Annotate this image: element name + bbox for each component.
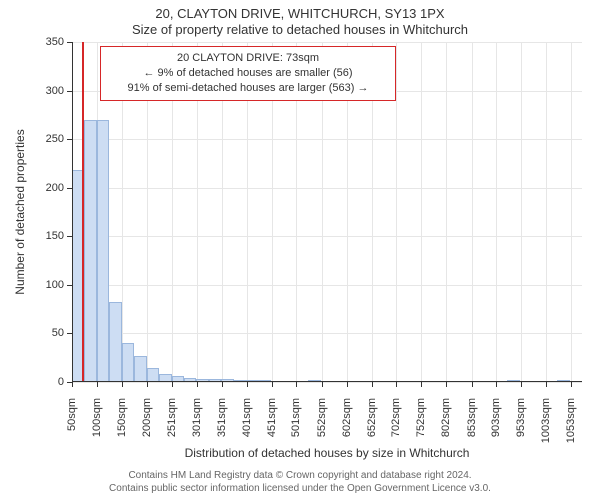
xtick-label: 552sqm xyxy=(316,398,328,458)
xtick-label: 953sqm xyxy=(515,398,527,458)
grid-line xyxy=(396,42,397,382)
ytick-mark xyxy=(67,139,72,140)
grid-line xyxy=(72,188,582,189)
xtick-mark xyxy=(272,382,273,387)
ytick-label: 250 xyxy=(38,133,64,145)
xtick-label: 50sqm xyxy=(66,398,78,458)
xtick-label: 100sqm xyxy=(91,398,103,458)
xtick-label: 752sqm xyxy=(415,398,427,458)
xtick-label: 853sqm xyxy=(466,398,478,458)
xtick-mark xyxy=(472,382,473,387)
ytick-label: 50 xyxy=(38,327,64,339)
property-annotation-box: 20 CLAYTON DRIVE: 73sqm ← 9% of detached… xyxy=(100,46,396,101)
annotation-line: 20 CLAYTON DRIVE: 73sqm xyxy=(109,51,387,66)
xtick-mark xyxy=(247,382,248,387)
xtick-mark xyxy=(521,382,522,387)
xtick-label: 702sqm xyxy=(390,398,402,458)
xtick-mark xyxy=(446,382,447,387)
xtick-mark xyxy=(372,382,373,387)
xtick-label: 301sqm xyxy=(191,398,203,458)
grid-line xyxy=(72,139,582,140)
xtick-mark xyxy=(222,382,223,387)
xtick-mark xyxy=(97,382,98,387)
footer-line: Contains HM Land Registry data © Crown c… xyxy=(0,469,600,482)
histogram-bar xyxy=(84,120,96,382)
xtick-label: 802sqm xyxy=(440,398,452,458)
xtick-mark xyxy=(546,382,547,387)
annotation-line: ← 9% of detached houses are smaller (56) xyxy=(109,66,387,81)
xtick-mark xyxy=(172,382,173,387)
xtick-label: 652sqm xyxy=(366,398,378,458)
histogram-bar xyxy=(147,368,159,382)
grid-line xyxy=(72,285,582,286)
ytick-mark xyxy=(67,285,72,286)
grid-line xyxy=(546,42,547,382)
xtick-label: 451sqm xyxy=(266,398,278,458)
x-axis-spine xyxy=(72,381,582,382)
annotation-line: 91% of semi-detached houses are larger (… xyxy=(109,81,387,96)
xtick-label: 903sqm xyxy=(490,398,502,458)
grid-line xyxy=(571,42,572,382)
ytick-label: 300 xyxy=(38,85,64,97)
page-title: 20, CLAYTON DRIVE, WHITCHURCH, SY13 1PX xyxy=(0,6,600,21)
grid-line xyxy=(72,236,582,237)
footer-line: Contains public sector information licen… xyxy=(0,482,600,495)
grid-line xyxy=(421,42,422,382)
ytick-label: 350 xyxy=(38,36,64,48)
ytick-mark xyxy=(67,42,72,43)
xtick-label: 501sqm xyxy=(290,398,302,458)
xtick-mark xyxy=(147,382,148,387)
xtick-mark xyxy=(571,382,572,387)
histogram-bar xyxy=(97,120,109,382)
xtick-label: 251sqm xyxy=(166,398,178,458)
xtick-label: 150sqm xyxy=(116,398,128,458)
ytick-label: 200 xyxy=(38,182,64,194)
grid-line xyxy=(446,42,447,382)
ytick-label: 150 xyxy=(38,230,64,242)
ytick-label: 0 xyxy=(38,376,64,388)
xtick-mark xyxy=(347,382,348,387)
chart-page: 20, CLAYTON DRIVE, WHITCHURCH, SY13 1PX … xyxy=(0,0,600,500)
page-subtitle: Size of property relative to detached ho… xyxy=(0,22,600,37)
xtick-label: 351sqm xyxy=(216,398,228,458)
grid-line xyxy=(72,42,582,43)
xtick-label: 1003sqm xyxy=(540,398,552,458)
xtick-label: 602sqm xyxy=(341,398,353,458)
xtick-label: 1053sqm xyxy=(565,398,577,458)
grid-line xyxy=(472,42,473,382)
ytick-mark xyxy=(67,91,72,92)
xtick-mark xyxy=(296,382,297,387)
ytick-mark xyxy=(67,236,72,237)
histogram-bar xyxy=(134,356,146,382)
histogram-bar xyxy=(122,343,134,382)
xtick-mark xyxy=(197,382,198,387)
xtick-mark xyxy=(396,382,397,387)
xtick-mark xyxy=(72,382,73,387)
y-axis-spine xyxy=(72,42,73,382)
xtick-mark xyxy=(322,382,323,387)
xtick-mark xyxy=(496,382,497,387)
ytick-mark xyxy=(67,333,72,334)
grid-line xyxy=(521,42,522,382)
y-axis-label: Number of detached properties xyxy=(13,129,27,294)
xtick-mark xyxy=(421,382,422,387)
grid-line xyxy=(72,333,582,334)
grid-line xyxy=(496,42,497,382)
xtick-label: 200sqm xyxy=(141,398,153,458)
ytick-mark xyxy=(67,188,72,189)
property-marker-line xyxy=(82,42,84,382)
histogram-bar xyxy=(109,302,121,382)
grid-line xyxy=(72,382,582,383)
ytick-label: 100 xyxy=(38,279,64,291)
xtick-mark xyxy=(122,382,123,387)
xtick-label: 401sqm xyxy=(241,398,253,458)
